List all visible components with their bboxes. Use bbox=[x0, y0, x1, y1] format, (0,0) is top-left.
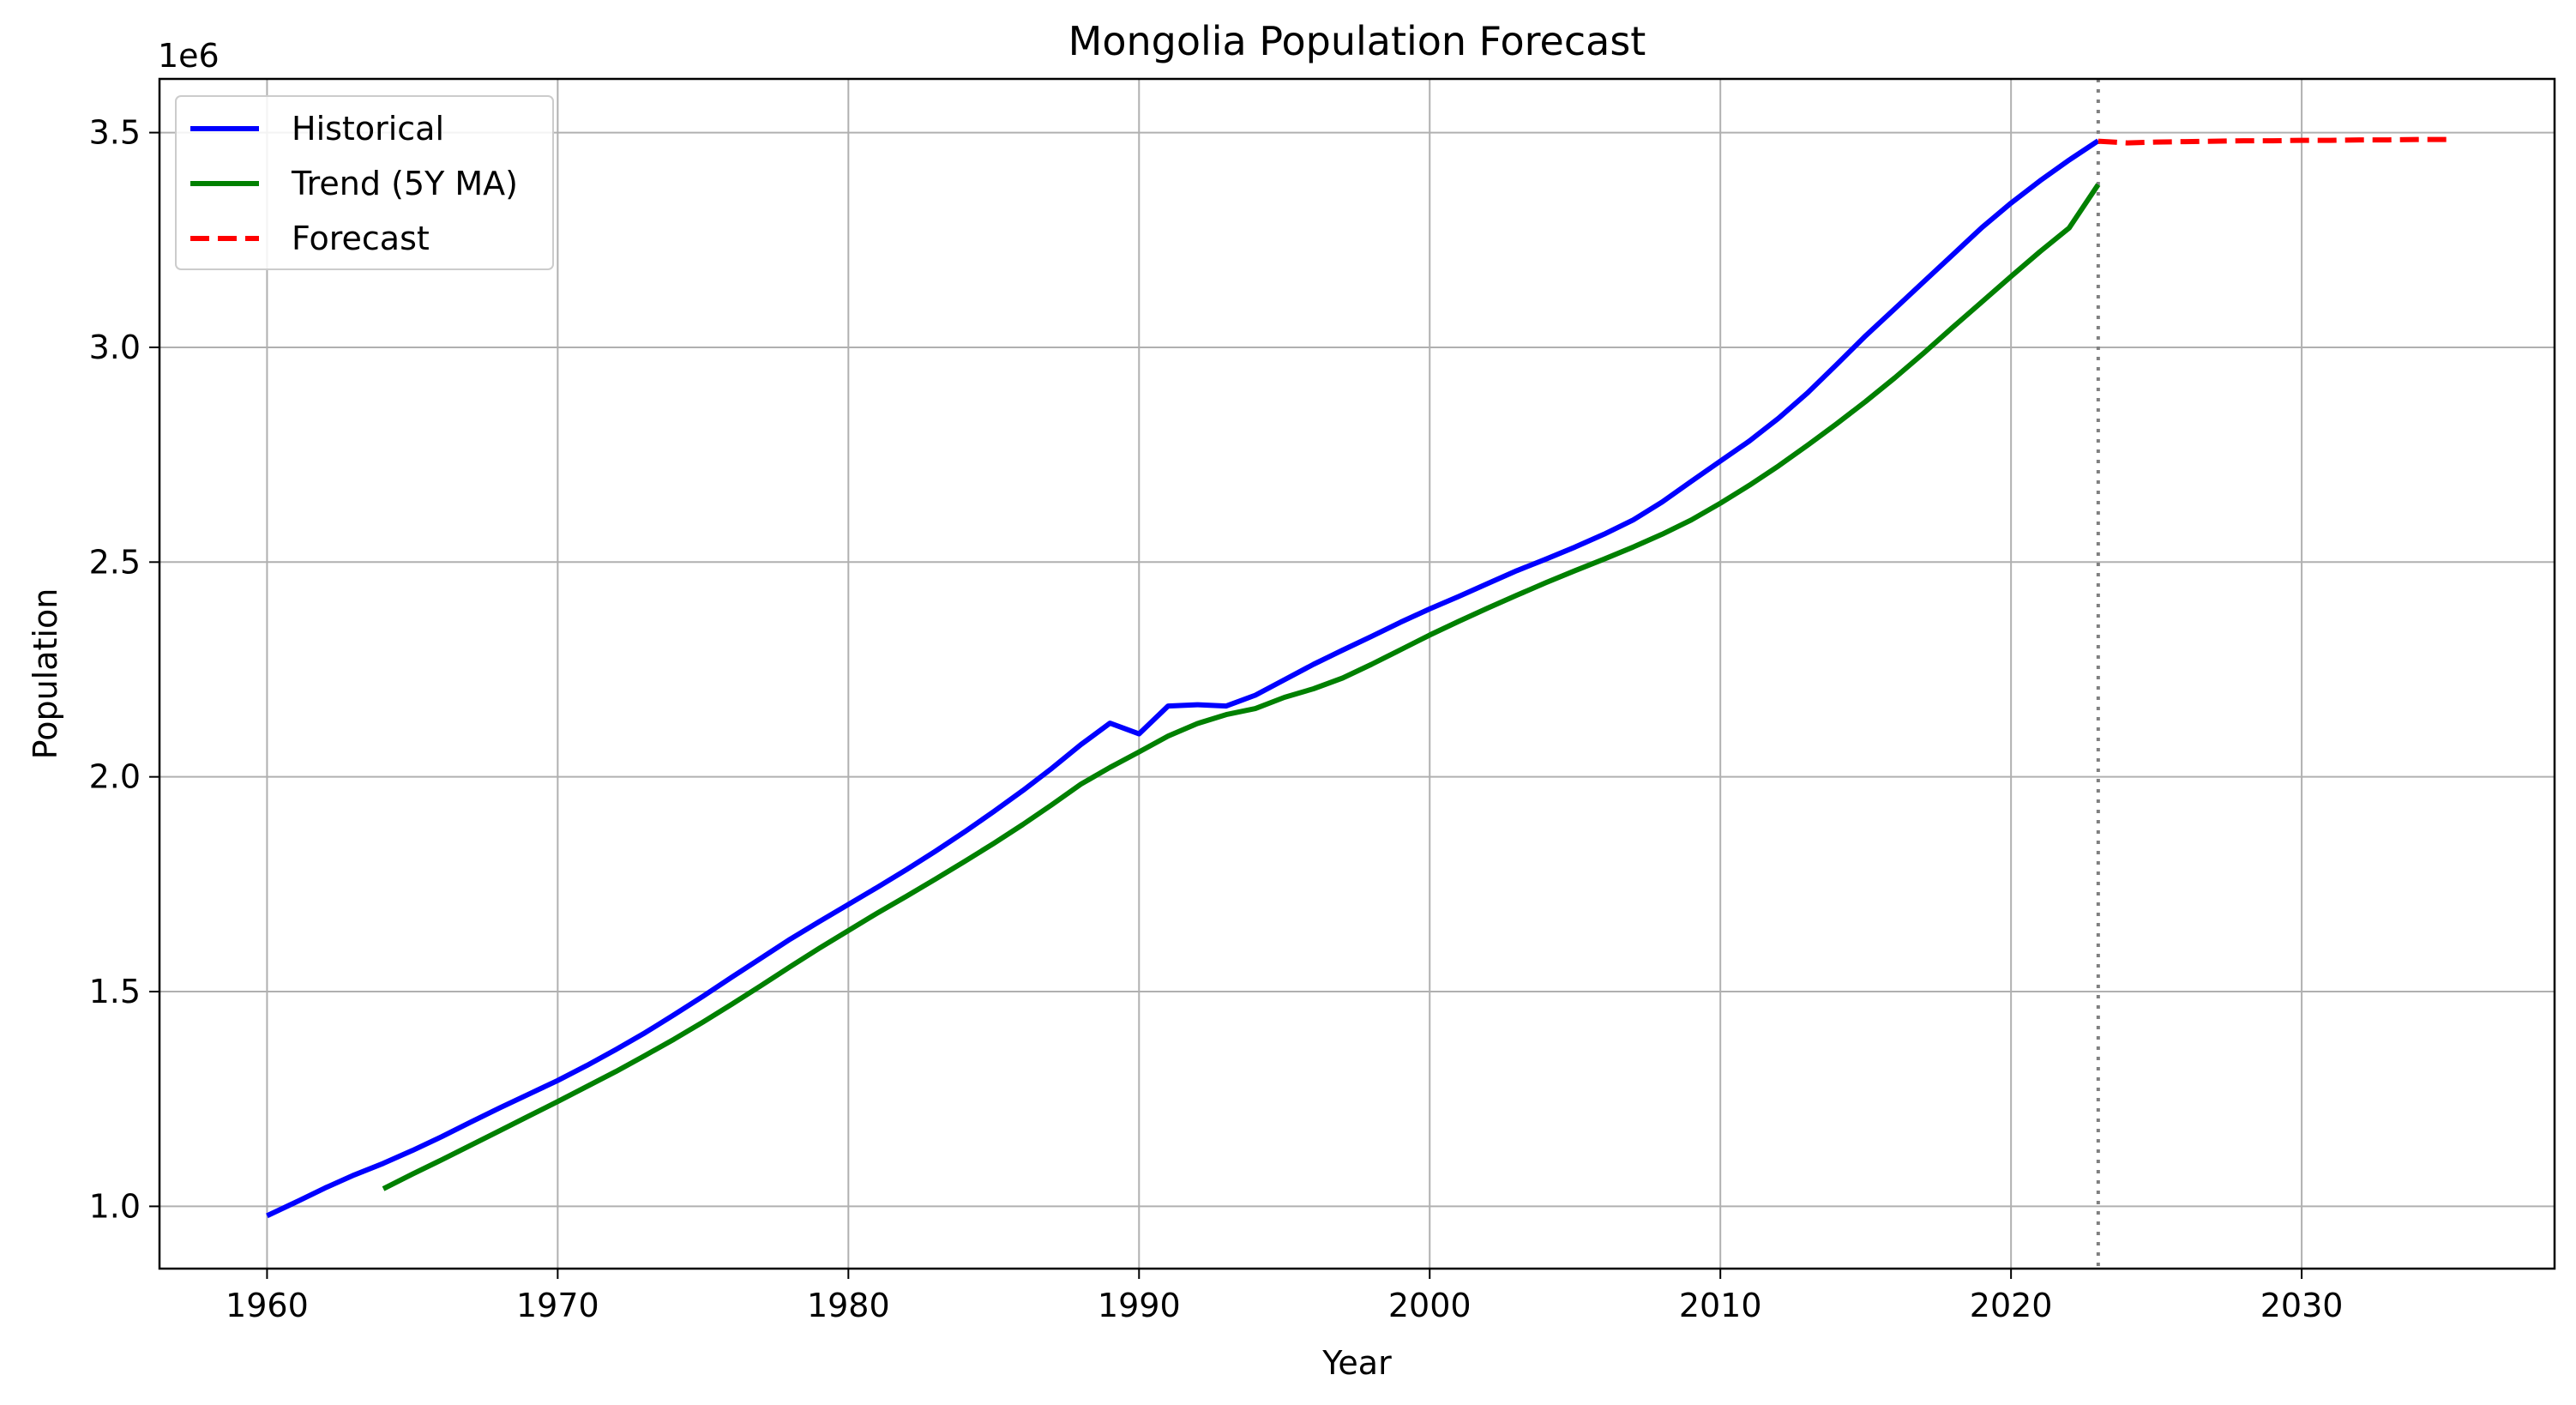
y-tick-label: 3.0 bbox=[89, 329, 141, 366]
x-axis-title: Year bbox=[1321, 1344, 1392, 1382]
series-line-trend bbox=[382, 183, 2101, 1191]
y-tick-label: 1.0 bbox=[89, 1187, 141, 1225]
grid-lines bbox=[159, 79, 2555, 1269]
y-tick-label: 2.5 bbox=[89, 543, 141, 581]
legend-label-historical: Historical bbox=[292, 110, 444, 148]
x-tick-label: 1960 bbox=[226, 1287, 309, 1324]
x-tick-label: 1980 bbox=[807, 1287, 890, 1324]
x-tick-label: 2020 bbox=[1970, 1287, 2053, 1324]
axis-ticks: 1960 1970 1980 1990 2000 2010 2020 2030 1.0 1.5 2.… bbox=[89, 114, 2344, 1324]
y-axis-title: Population bbox=[27, 588, 64, 760]
legend: Historical Trend (5Y MA) Forecast bbox=[175, 95, 554, 270]
legend-label-trend: Trend (5Y MA) bbox=[291, 165, 518, 202]
y-tick-label: 1.5 bbox=[89, 973, 141, 1010]
legend-box bbox=[175, 95, 554, 270]
series-line-historical bbox=[266, 138, 2100, 1219]
x-tick-label: 1970 bbox=[516, 1287, 599, 1324]
y-tick-label: 3.5 bbox=[89, 114, 141, 152]
x-tick-label: 2010 bbox=[1679, 1287, 1762, 1324]
x-tick-label: 2000 bbox=[1388, 1287, 1472, 1324]
x-tick-label: 2030 bbox=[2260, 1287, 2344, 1324]
series-lines bbox=[266, 79, 2447, 1269]
y-axis-offset-label: 1e6 bbox=[158, 37, 220, 75]
series-line-forecast bbox=[2098, 136, 2447, 146]
chart-title: Mongolia Population Forecast bbox=[1068, 18, 1646, 64]
legend-label-forecast: Forecast bbox=[292, 220, 430, 257]
plot-frame bbox=[158, 77, 2556, 1270]
x-tick-label: 1990 bbox=[1098, 1287, 1181, 1324]
y-tick-label: 2.0 bbox=[89, 758, 141, 796]
